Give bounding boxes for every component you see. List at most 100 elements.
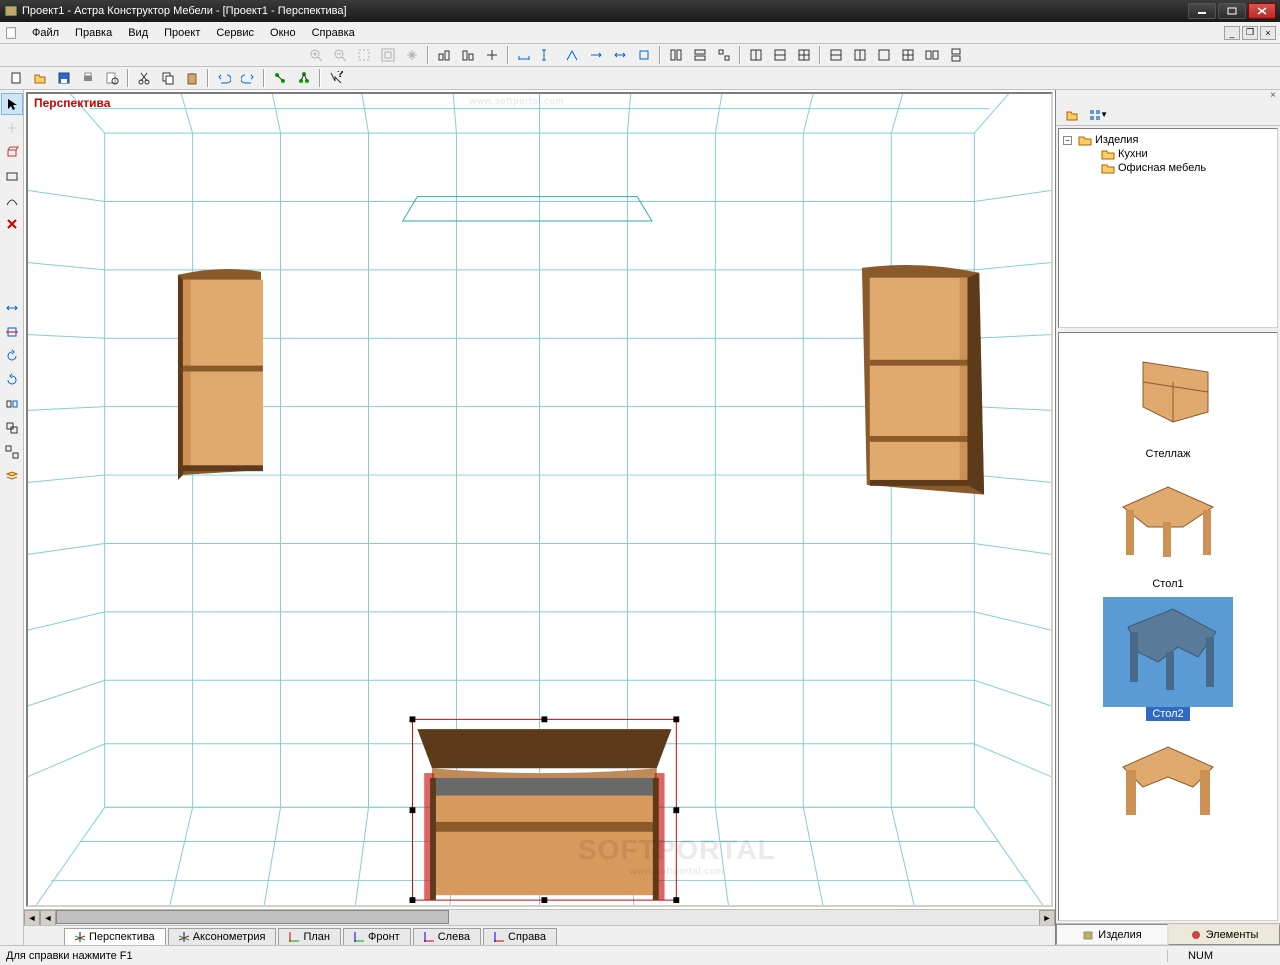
dim-tool-5[interactable] [609, 45, 631, 65]
snap-tool-3[interactable] [481, 45, 503, 65]
panel-close-x[interactable]: × [1056, 90, 1280, 104]
status-bar: Для справки нажмите F1 NUM [0, 945, 1280, 965]
menu-help[interactable]: Справка [304, 25, 363, 41]
mdi-minimize[interactable]: _ [1224, 26, 1240, 40]
new-icon[interactable] [5, 68, 27, 88]
undo-icon[interactable] [213, 68, 235, 88]
dim-tool-3[interactable] [561, 45, 583, 65]
print-preview-icon[interactable] [101, 68, 123, 88]
scroll-left[interactable]: ◄ [24, 910, 40, 926]
viewport-container: Перспектива SOFTPORTALwww.softportal.com… [24, 90, 1055, 945]
grid-2[interactable] [769, 45, 791, 65]
open-icon[interactable] [29, 68, 51, 88]
tree-item-kitchens[interactable]: Кухни [1063, 147, 1273, 161]
tab-left[interactable]: Слева [413, 928, 481, 945]
snap-tool-2[interactable] [457, 45, 479, 65]
tree-1-icon[interactable] [269, 68, 291, 88]
group-tool[interactable] [1, 417, 23, 439]
layout-3[interactable] [873, 45, 895, 65]
align-1[interactable] [665, 45, 687, 65]
viewport-label: Перспектива [34, 96, 110, 110]
layout-6[interactable] [945, 45, 967, 65]
grid-3[interactable] [793, 45, 815, 65]
status-help-text: Для справки нажмите F1 [6, 950, 1167, 962]
rotate-ccw-tool[interactable] [1, 345, 23, 367]
menu-service[interactable]: Сервис [208, 25, 262, 41]
pointer-tool[interactable] [1, 93, 23, 115]
panel-tab-elements[interactable]: Элементы [1168, 924, 1280, 945]
layout-2[interactable] [849, 45, 871, 65]
tree-root[interactable]: − Изделия [1063, 133, 1273, 147]
curve-tool[interactable] [1, 189, 23, 211]
scroll-left-2[interactable]: ◄ [40, 910, 56, 926]
flip-tool[interactable] [1, 393, 23, 415]
rotate-box-tool[interactable] [1, 141, 23, 163]
layout-5[interactable] [921, 45, 943, 65]
ungroup-tool[interactable] [1, 441, 23, 463]
dim-tool-4[interactable] [585, 45, 607, 65]
menu-view[interactable]: Вид [120, 25, 156, 41]
tab-right[interactable]: Справа [483, 928, 557, 945]
layout-1[interactable] [825, 45, 847, 65]
layout-4[interactable] [897, 45, 919, 65]
mirror-v-tool[interactable] [1, 321, 23, 343]
scroll-right[interactable]: ► [1039, 910, 1055, 926]
viewport-svg [28, 94, 1051, 905]
move-3d-tool[interactable] [1, 117, 23, 139]
catalog-item-shelf[interactable]: Стеллаж [1098, 337, 1238, 461]
redo-icon[interactable] [237, 68, 259, 88]
viewport-3d[interactable]: Перспектива SOFTPORTALwww.softportal.com… [26, 92, 1053, 907]
catalog-tree[interactable]: − Изделия Кухни Офисная мебель [1058, 128, 1278, 328]
catalog-list[interactable]: Стеллаж Стол1 Стол2 [1058, 332, 1278, 921]
menu-file[interactable]: Файл [24, 25, 67, 41]
grid-1[interactable] [745, 45, 767, 65]
dim-tool-6[interactable] [633, 45, 655, 65]
tree-item-office[interactable]: Офисная мебель [1063, 161, 1273, 175]
cut-icon[interactable] [133, 68, 155, 88]
left-toolbar [0, 90, 24, 945]
pan-icon[interactable] [401, 45, 423, 65]
desk-selected[interactable] [410, 716, 680, 903]
snap-tool-1[interactable] [433, 45, 455, 65]
menu-edit[interactable]: Правка [67, 25, 120, 41]
tab-front[interactable]: Фронт [343, 928, 411, 945]
catalog-item-desk2[interactable]: Стол2 [1098, 597, 1238, 721]
mdi-close[interactable]: × [1260, 26, 1276, 40]
paste-icon[interactable] [181, 68, 203, 88]
help-context-icon[interactable]: ? [325, 68, 347, 88]
delete-tool[interactable] [1, 213, 23, 235]
menu-window[interactable]: Окно [262, 25, 304, 41]
panel-open-icon[interactable] [1061, 105, 1083, 125]
tab-perspective[interactable]: Перспектива [64, 928, 166, 945]
tab-plan[interactable]: План [278, 928, 341, 945]
catalog-item-desk1[interactable]: Стол1 [1098, 467, 1238, 591]
horizontal-scrollbar[interactable]: ◄ ◄ ► [24, 909, 1055, 925]
catalog-item-desk3[interactable] [1098, 727, 1238, 839]
zoom-extents-icon[interactable] [377, 45, 399, 65]
tab-axonometry[interactable]: Аксонометрия [168, 928, 277, 945]
panel-view-icon[interactable]: ▼ [1087, 105, 1109, 125]
maximize-button[interactable] [1218, 3, 1246, 19]
zoom-window-icon[interactable] [353, 45, 375, 65]
mirror-h-tool[interactable] [1, 297, 23, 319]
menu-project[interactable]: Проект [156, 25, 208, 41]
print-icon[interactable] [77, 68, 99, 88]
save-icon[interactable] [53, 68, 75, 88]
minimize-button[interactable] [1188, 3, 1216, 19]
copy-icon[interactable] [157, 68, 179, 88]
app-icon [4, 4, 18, 18]
align-2[interactable] [689, 45, 711, 65]
zoom-out-icon[interactable] [329, 45, 351, 65]
close-button[interactable] [1248, 3, 1276, 19]
panel-tab-products[interactable]: Изделия [1056, 924, 1168, 945]
align-3[interactable] [713, 45, 735, 65]
layers-tool[interactable] [1, 465, 23, 487]
dim-tool-1[interactable] [513, 45, 535, 65]
doc-icon [4, 26, 18, 40]
mdi-restore[interactable]: ❐ [1242, 26, 1258, 40]
dim-tool-2[interactable] [537, 45, 559, 65]
tree-2-icon[interactable] [293, 68, 315, 88]
zoom-in-icon[interactable] [305, 45, 327, 65]
rectangle-tool[interactable] [1, 165, 23, 187]
rotate-cw-tool[interactable] [1, 369, 23, 391]
